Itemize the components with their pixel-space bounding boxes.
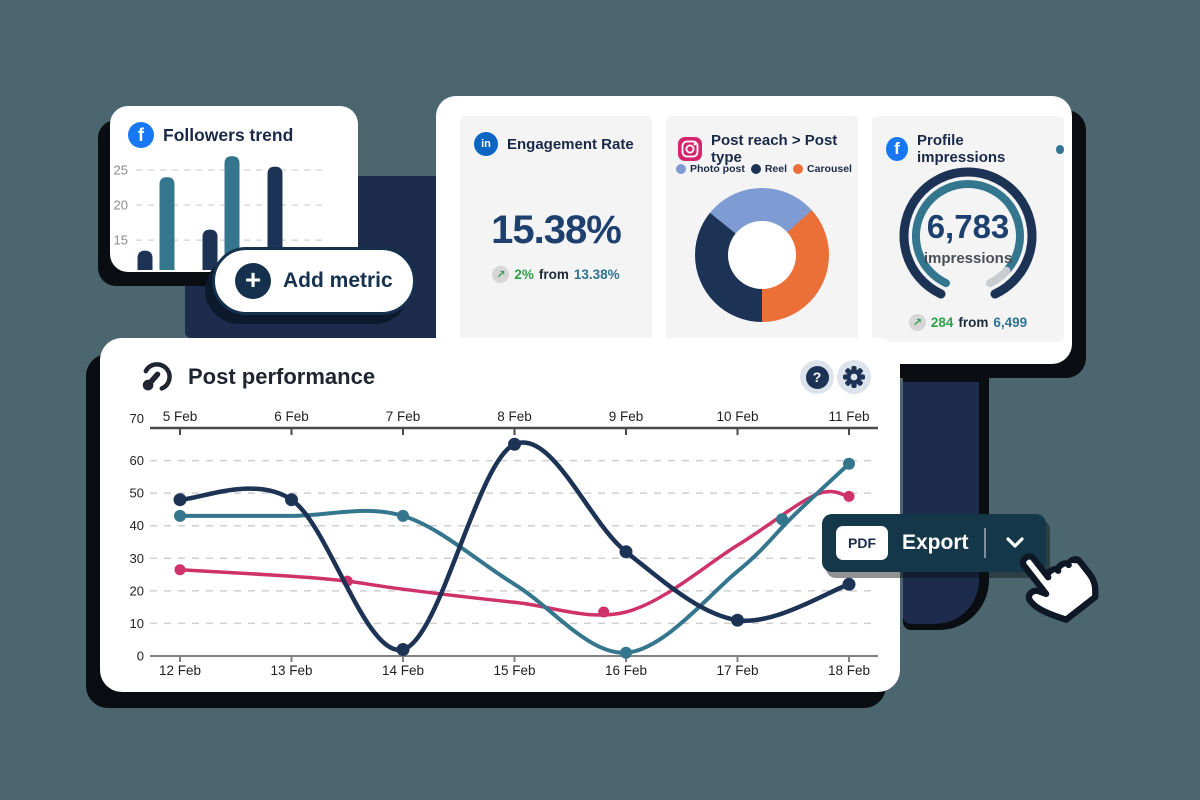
post-reach-title: Post reach > Post type (711, 132, 838, 166)
svg-text:8 Feb: 8 Feb (497, 409, 532, 424)
profile-impressions-card: f Profile impressions 6,783 impressions … (872, 116, 1064, 342)
linkedin-icon: in (474, 132, 498, 156)
legend-dot (676, 164, 686, 174)
followers-trend-header: f Followers trend (128, 122, 293, 148)
legend-dot (793, 164, 804, 174)
svg-text:11 Feb: 11 Feb (828, 409, 869, 424)
trend-up-icon: ↗ (908, 314, 926, 331)
post-reach-donut-chart (695, 188, 829, 322)
add-metric-button[interactable]: + Add metric (212, 247, 416, 315)
post-reach-header: Post reach > Post type (678, 132, 858, 166)
donut-legend: Photo post Reel Carousel (676, 163, 852, 175)
svg-text:50: 50 (130, 486, 144, 501)
decor-navy-block-right (903, 382, 979, 624)
impressions-value: 6,783 (926, 208, 1010, 245)
engagement-delta-row: ↗ 2% from 13.38% (460, 266, 652, 283)
impressions-unit: impressions (923, 250, 1013, 267)
stats-panel: in Engagement Rate 15.38% ↗ 2% from 13.3… (436, 96, 1072, 364)
engagement-rate-card: in Engagement Rate 15.38% ↗ 2% from 13.3… (460, 116, 652, 342)
impressions-gauge: 6,783 impressions (888, 156, 1048, 316)
svg-text:70: 70 (130, 411, 144, 426)
svg-text:17 Feb: 17 Feb (716, 663, 758, 678)
followers-bar-chart: 15 20 25 (114, 156, 324, 270)
impressions-title: Profile impressions (917, 132, 1006, 166)
svg-text:40: 40 (130, 518, 144, 533)
trend-up-icon: ↗ (492, 266, 510, 283)
engagement-value: 15.38% (491, 208, 622, 252)
post-performance-title: Post performance (188, 364, 376, 389)
svg-text:5 Feb: 5 Feb (163, 409, 198, 424)
svg-text:60: 60 (130, 453, 144, 468)
gauge-arcs (899, 167, 1037, 299)
svg-text:14 Feb: 14 Feb (382, 663, 424, 678)
post-performance-card: Post performance ? 5 Feb 6 Feb 7 Feb 8 Feb 9… (100, 338, 900, 692)
svg-text:13 Feb: 13 Feb (270, 663, 312, 678)
legend-item-reel: Reel (750, 163, 787, 175)
settings-button[interactable] (837, 360, 871, 394)
plus-icon: + (235, 263, 271, 299)
export-button[interactable]: PDF Export (822, 514, 1046, 572)
post-performance-line-chart: 5 Feb 6 Feb 7 Feb 8 Feb 9 Feb 10 Feb 11 Feb 12 … (130, 409, 878, 678)
svg-text:18 Feb: 18 Feb (828, 663, 870, 678)
export-dropdown-toggle[interactable] (998, 537, 1032, 549)
instagram-icon (678, 137, 702, 161)
legend-item-carousel: Carousel (793, 163, 852, 175)
impressions-header: f Profile impressions (886, 132, 1064, 166)
metricool-logo-icon (140, 360, 174, 394)
svg-text:15 Feb: 15 Feb (493, 663, 535, 678)
svg-text:10: 10 (130, 616, 144, 631)
svg-text:0: 0 (137, 649, 144, 664)
followers-trend-card: f Followers trend 15 20 25 (110, 106, 358, 272)
followers-trend-title: Followers trend (163, 124, 294, 145)
donut-hole (728, 221, 796, 289)
svg-text:30: 30 (130, 551, 144, 566)
facebook-icon: f (128, 122, 154, 148)
legend-dot (750, 164, 761, 174)
export-label: Export (902, 531, 969, 554)
engagement-from-word: from (538, 267, 569, 282)
post-performance-header: Post performance (140, 360, 375, 394)
impressions-delta-row: ↗ 284 from 6,499 (872, 314, 1064, 331)
svg-text:20: 20 (114, 198, 128, 213)
svg-text:9 Feb: 9 Feb (609, 409, 644, 424)
svg-text:16 Feb: 16 Feb (605, 663, 647, 678)
legend-item-photo-post: Photo post (676, 163, 745, 175)
svg-text:15: 15 (114, 233, 128, 248)
export-divider (984, 528, 986, 558)
gear-icon (843, 366, 865, 388)
facebook-icon: f (886, 137, 909, 161)
help-button[interactable]: ? (800, 360, 834, 394)
post-reach-card: Post reach > Post type Photo post Reel Car… (666, 116, 858, 342)
svg-text:20: 20 (130, 583, 144, 598)
pdf-badge: PDF (836, 526, 888, 560)
impressions-delta: 284 (930, 315, 954, 330)
svg-text:25: 25 (114, 163, 128, 178)
engagement-header: in Engagement Rate (474, 132, 634, 156)
impressions-from-word: from (958, 315, 989, 330)
svg-text:12 Feb: 12 Feb (159, 663, 201, 678)
engagement-previous: 13.38% (573, 267, 620, 282)
impressions-previous: 6,499 (993, 315, 1028, 330)
engagement-delta: 2% (514, 267, 534, 282)
engagement-title: Engagement Rate (507, 135, 634, 153)
chevron-down-icon (1006, 537, 1024, 548)
hand-cursor-icon (1004, 534, 1104, 634)
teal-dot-icon (1055, 144, 1064, 154)
svg-text:10 Feb: 10 Feb (716, 409, 758, 424)
svg-text:7 Feb: 7 Feb (386, 409, 421, 424)
add-metric-label: Add metric (283, 269, 393, 292)
help-icon: ? (805, 365, 829, 389)
svg-text:6 Feb: 6 Feb (274, 409, 309, 424)
